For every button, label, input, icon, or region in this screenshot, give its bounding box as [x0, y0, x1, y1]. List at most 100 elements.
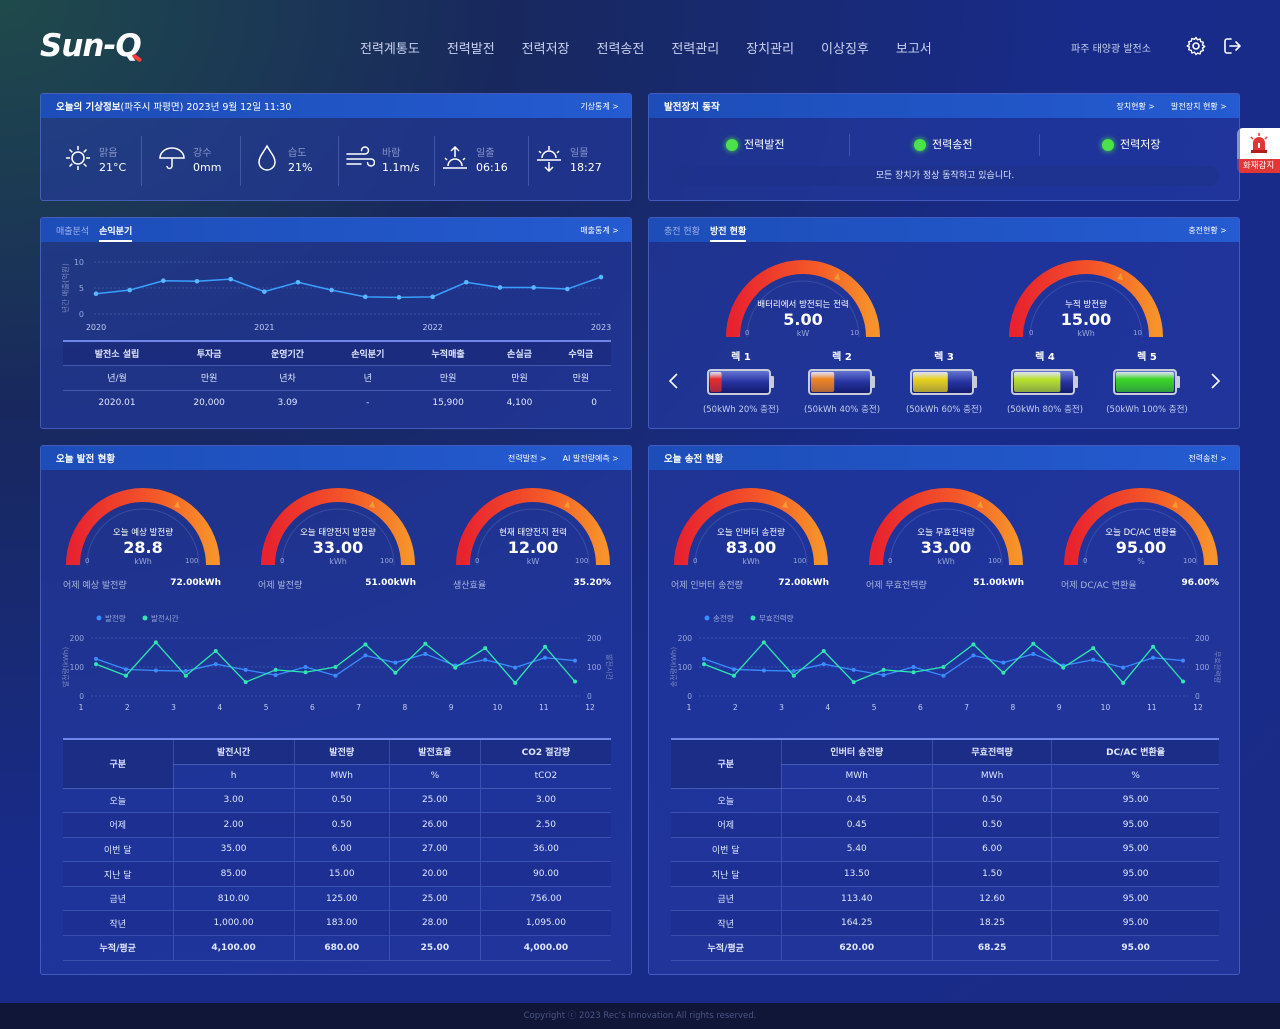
ai-forecast-link[interactable]: AI 발전량예측 > [562, 453, 619, 463]
panel-subtitle: (파주시 파평면) 2023년 9월 12일 11:30 [120, 102, 292, 113]
series2-point [243, 680, 248, 685]
series1-point [791, 669, 796, 674]
gauge-inner [1029, 280, 1143, 338]
series2-point [273, 667, 278, 672]
nav-item[interactable]: 전력송전 [596, 42, 645, 57]
fire-alert-button[interactable]: 화재감지 [1237, 128, 1280, 173]
series1-point [363, 653, 368, 658]
series1-point [243, 667, 248, 672]
panel-header: 오늘의 기상정보 (파주시 파평면) 2023년 9월 12일 11:30 기상… [41, 94, 631, 118]
nav-item[interactable]: 전력발전 [446, 42, 495, 57]
table-row: 누적/평균 4,100.00 680.00 25.00 4,000.00 [63, 935, 611, 961]
tab-discharge-status[interactable]: 방전 현황 [709, 226, 747, 242]
gauge-arc [1009, 260, 1163, 338]
battery-fill [811, 372, 835, 392]
table-cell: 0.50 [931, 788, 1052, 813]
table-cell: 어제 [717, 821, 735, 832]
table-cell: 164.25 [780, 910, 933, 936]
battery-terminal [1074, 376, 1078, 388]
nav-item[interactable]: 이상징후 [821, 42, 869, 57]
unit-cell: MWh [931, 764, 1052, 788]
rack-sub: (50kWh 40% 충전) [803, 405, 881, 415]
table-cell: 756.00 [479, 886, 611, 911]
gauge [66, 488, 220, 566]
sunrise-icon [443, 145, 467, 169]
gauge-title: 누적 방전량 [1065, 300, 1107, 310]
series2-point [1181, 679, 1185, 684]
table-row: 누적/평균 620.00 68.25 95.00 [671, 935, 1219, 961]
panel-header: 발전장치 동작 장치현황 > 발전장치 현황 > [649, 94, 1239, 118]
device-status-link[interactable]: 장치현황 > [1116, 101, 1156, 111]
unit-cell: 년차 [279, 374, 296, 384]
x-tick: 5 [264, 703, 269, 712]
nav-item[interactable]: 전력계통도 [360, 42, 420, 57]
gauge-value: 95.00 [1115, 538, 1167, 557]
nav-item[interactable]: 전력저장 [521, 42, 570, 57]
series2-point [94, 662, 98, 667]
weather-sunrise: 일출 06:16 [441, 144, 508, 174]
power-generation-link[interactable]: 전력발전 > [507, 453, 547, 463]
fire-alert-label: 화재감지 [1237, 159, 1280, 173]
series2-point [1151, 644, 1156, 649]
gear-icon[interactable] [1186, 36, 1206, 56]
gauge-max: 100 [988, 557, 1002, 565]
series1-point [213, 662, 218, 667]
gauge-max: 100 [380, 557, 394, 565]
nav-item[interactable]: 장치관리 [746, 42, 795, 57]
generator-status-link[interactable]: 발전장치 현황 > [1171, 101, 1227, 111]
x-tick: 8 [1011, 703, 1016, 712]
series2-point [513, 680, 518, 685]
table-row: 작년 164.25 18.25 95.00 [671, 910, 1219, 936]
gauge-sub-value: 51.00kWh [365, 578, 416, 588]
table-cell: 0.45 [780, 788, 933, 813]
charge-status-link[interactable]: 충전현황 > [1188, 225, 1227, 235]
table-cell: 20,000 [193, 397, 225, 408]
gauge-needle [369, 501, 375, 508]
weather-panel: 오늘의 기상정보 (파주시 파평면) 2023년 9월 12일 11:30 기상… [40, 93, 632, 201]
nav-item[interactable]: 보고서 [895, 42, 932, 57]
gauge-unit: kWh [937, 557, 955, 566]
chevron-left-icon[interactable] [667, 372, 681, 390]
table-corner: 구분 [63, 739, 174, 789]
chevron-right-icon[interactable] [1208, 372, 1222, 390]
x-tick: 7 [964, 703, 969, 712]
series2-point [761, 640, 766, 645]
series1-point [971, 653, 976, 658]
nav-item[interactable]: 전력관리 [671, 42, 720, 57]
series2-point [821, 649, 826, 654]
series1-point [483, 657, 488, 662]
series2-point [123, 673, 128, 678]
gauge-max: 100 [575, 557, 589, 565]
y-tick: 10 [74, 258, 84, 267]
tab-charge-status[interactable]: 충전 현황 [664, 226, 700, 237]
y-tick: 0 [687, 692, 692, 701]
y-tick-right: 0 [587, 692, 592, 701]
panel-header: 매출분석 손익분기 매출통계 > [41, 218, 631, 242]
weather-stats-link[interactable]: 기상통계 > [580, 101, 619, 111]
tab-sales-analysis[interactable]: 매출분석 [56, 226, 90, 237]
logo[interactable]: Sun-Q [40, 28, 142, 64]
series2-point [573, 679, 577, 684]
site-name[interactable]: 파주 태양광 발전소 [1071, 44, 1151, 55]
series1-point [333, 673, 338, 678]
status-ok-icon [1102, 139, 1114, 151]
battery-icon [1113, 369, 1180, 395]
table-cell: 6.00 [293, 837, 390, 862]
data-point [295, 279, 301, 285]
x-tick: 4 [217, 703, 222, 712]
table-header: 발전소 설립 [94, 349, 140, 360]
table-cell: 4,100.00 [172, 935, 295, 961]
power-transmission-link[interactable]: 전력송전 > [1188, 453, 1227, 463]
sales-stats-link[interactable]: 매출통계 > [580, 225, 619, 235]
weather-label: 습도 [288, 148, 307, 159]
weather-value: 18:27 [570, 161, 602, 174]
series2-point [333, 665, 338, 669]
generation-panel: 오늘 발전 현황 전력발전 > AI 발전량예측 > 오늘 예상 발전량 28.8 k… [40, 445, 632, 975]
gauge-min: 0 [888, 557, 893, 565]
tab-break-even[interactable]: 손익분기 [99, 226, 133, 242]
gauge-unit: % [1137, 557, 1145, 566]
table-cell: 183.00 [293, 910, 390, 936]
table-row: 지난 달 85.00 15.00 20.00 90.00 [63, 861, 611, 887]
logout-icon[interactable] [1222, 36, 1242, 56]
